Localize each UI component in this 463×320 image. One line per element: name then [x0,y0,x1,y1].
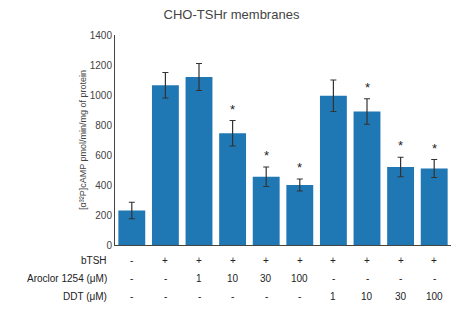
svg-text:Aroclor 1254 (μM): Aroclor 1254 (μM) [27,273,107,284]
svg-text:-: - [130,291,133,302]
svg-text:-: - [399,273,402,284]
svg-text:+: + [330,255,336,266]
svg-text:30: 30 [395,291,407,302]
svg-text:+: + [364,255,370,266]
svg-text:400: 400 [95,180,112,191]
svg-text:-: - [265,291,268,302]
svg-text:-: - [164,291,167,302]
svg-text:-: - [164,273,167,284]
svg-text:0: 0 [106,240,112,251]
svg-text:CHO-TSHr membranes: CHO-TSHr membranes [164,7,300,22]
svg-text:-: - [366,273,369,284]
svg-text:800: 800 [95,120,112,131]
svg-text:+: + [398,255,404,266]
svg-text:+: + [230,255,236,266]
svg-text:1: 1 [196,273,202,284]
svg-text:600: 600 [95,150,112,161]
svg-text:10: 10 [361,291,373,302]
svg-text:[α³²P]cAMP pmol/min/mg of prot: [α³²P]cAMP pmol/min/mg of protein [78,70,88,210]
svg-text:*: * [432,141,437,156]
svg-text:-: - [231,291,234,302]
svg-text:+: + [431,255,437,266]
svg-text:-: - [298,291,301,302]
svg-text:1: 1 [330,291,336,302]
svg-text:100: 100 [291,273,308,284]
svg-text:*: * [365,80,370,95]
svg-text:1200: 1200 [90,60,113,71]
svg-text:1400: 1400 [90,30,113,41]
svg-text:*: * [264,148,269,163]
svg-text:1000: 1000 [90,90,113,101]
svg-text:*: * [297,160,302,175]
svg-text:+: + [196,255,202,266]
svg-text:200: 200 [95,210,112,221]
svg-text:+: + [263,255,269,266]
svg-text:+: + [297,255,303,266]
svg-text:DDT (μM): DDT (μM) [63,291,107,302]
svg-text:bTSH: bTSH [81,255,107,266]
svg-text:-: - [198,291,201,302]
svg-text:+: + [162,255,168,266]
svg-text:-: - [433,273,436,284]
svg-text:*: * [230,102,235,117]
svg-text:*: * [398,138,403,153]
svg-text:30: 30 [260,273,272,284]
svg-text:-: - [332,273,335,284]
svg-text:-: - [130,273,133,284]
svg-text:10: 10 [227,273,239,284]
svg-text:-: - [130,255,133,266]
svg-text:100: 100 [426,291,443,302]
